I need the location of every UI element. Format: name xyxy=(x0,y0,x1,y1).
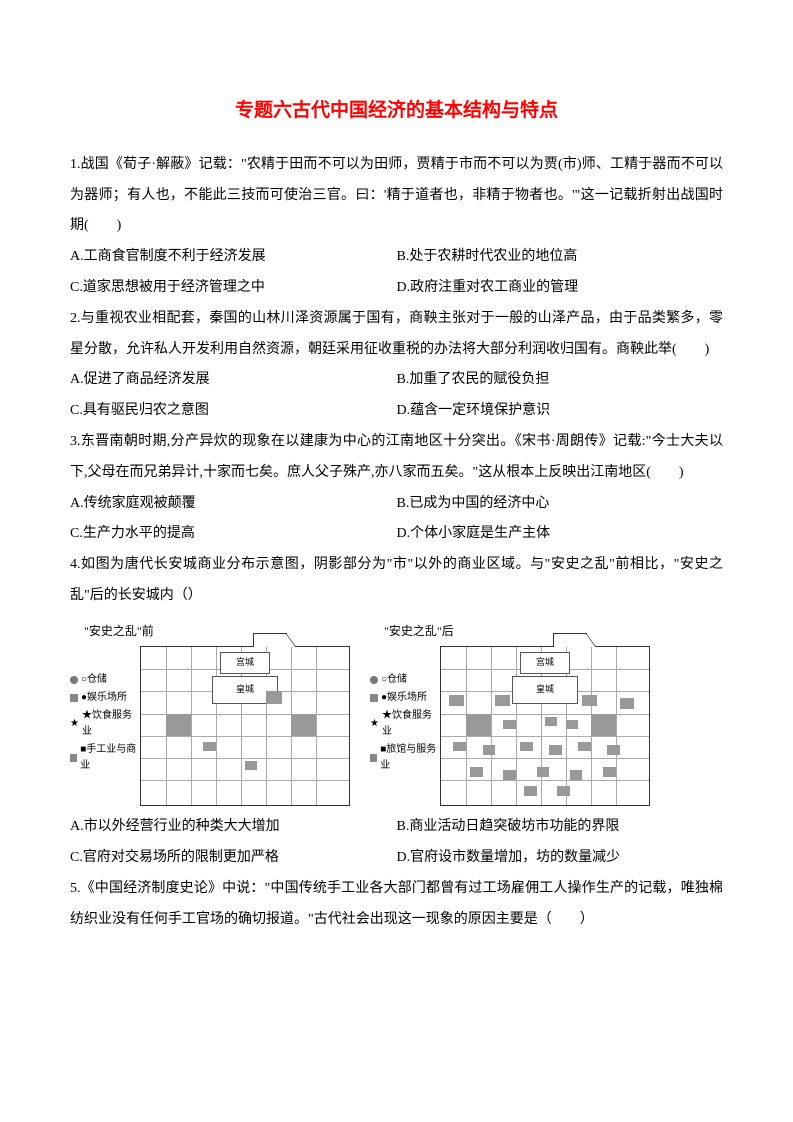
legend-item: ●娱乐场所 xyxy=(81,690,127,706)
square-icon xyxy=(370,694,378,702)
q4-opt-c: C.官府对交易场所的限制更加严格 xyxy=(70,843,397,874)
map-after-plan: 宫城 皇城 西市 东市 xyxy=(440,646,650,806)
q2-opt-b: B.加重了农民的赋役负担 xyxy=(397,365,724,396)
circle-icon xyxy=(370,676,378,684)
square-icon xyxy=(70,694,78,702)
palace-label: 宫城 xyxy=(220,652,270,674)
q3-opt-b: B.已成为中国的经济中心 xyxy=(397,489,724,520)
q4-opt-a: A.市以外经营行业的种类大大增加 xyxy=(70,812,397,843)
q4-options: A.市以外经营行业的种类大大增加 B.商业活动日趋突破坊市功能的界限 C.官府对… xyxy=(70,812,723,874)
map-before-legend: ○仓储 ●娱乐场所 ★★饮食服务业 ■手工业与商业 xyxy=(70,646,140,806)
q2-opt-a: A.促进了商品经济发展 xyxy=(70,365,397,396)
q1-opt-b: B.处于农耕时代农业的地位高 xyxy=(397,242,724,273)
legend-item: ★饮食服务业 xyxy=(82,708,140,740)
q5-stem: 5.《中国经济制度史论》中说："中国传统手工业各大部门都曾有过工场雇佣工人操作生… xyxy=(70,874,723,936)
q4-opt-d: D.官府设市数量增加，坊的数量减少 xyxy=(397,843,724,874)
q2-stem: 2.与重视农业相配套，秦国的山林川泽资源属于国有，商鞅主张对于一般的山泽产品，由… xyxy=(70,304,723,366)
square-icon xyxy=(370,754,377,762)
q1-stem: 1.战国《荀子·解蔽》记载："农精于田而不可以为田师，贾精于市而不可以为贾(市)… xyxy=(70,150,723,242)
q2-opt-d: D.蕴含一定环境保护意识 xyxy=(397,396,724,427)
palace-label: 皇城 xyxy=(512,676,579,704)
map-after: "安史之乱"后 ○仓储 ●娱乐场所 ★★饮食服务业 ■旅馆与服务业 xyxy=(370,618,650,806)
legend-item: ■手工业与商业 xyxy=(80,742,140,774)
legend-item: ○仓储 xyxy=(381,672,407,688)
palace-label: 宫城 xyxy=(520,652,570,674)
legend-item: ●娱乐场所 xyxy=(381,690,427,706)
q4-opt-b: B.商业活动日趋突破坊市功能的界限 xyxy=(397,812,724,843)
q3-opt-a: A.传统家庭观被颠覆 xyxy=(70,489,397,520)
q1-opt-a: A.工商食官制度不利于经济发展 xyxy=(70,242,397,273)
square-icon xyxy=(70,754,77,762)
map-after-caption: "安史之乱"后 xyxy=(370,618,650,644)
map-before: "安史之乱"前 ○仓储 ●娱乐场所 ★★饮食服务业 ■手工业与商业 xyxy=(70,618,350,806)
q4-maps: "安史之乱"前 ○仓储 ●娱乐场所 ★★饮食服务业 ■手工业与商业 xyxy=(70,618,723,806)
legend-item: ■旅馆与服务业 xyxy=(380,742,440,774)
q3-opt-d: D.个体小家庭是生产主体 xyxy=(397,519,724,550)
q1-options: A.工商食官制度不利于经济发展 B.处于农耕时代农业的地位高 C.道家思想被用于… xyxy=(70,242,723,304)
q3-stem: 3.东晋南朝时期,分产异炊的现象在以建康为中心的江南地区十分突出。《宋书·周朗传… xyxy=(70,427,723,489)
legend-item: ○仓储 xyxy=(81,672,107,688)
star-icon: ★ xyxy=(70,719,79,729)
q4-stem: 4.如图为唐代长安城商业分布示意图，阴影部分为"市"以外的商业区域。与"安史之乱… xyxy=(70,550,723,612)
page-title: 专题六古代中国经济的基本结构与特点 xyxy=(70,90,723,132)
circle-icon xyxy=(70,676,78,684)
q1-opt-c: C.道家思想被用于经济管理之中 xyxy=(70,273,397,304)
star-icon: ★ xyxy=(370,719,379,729)
map-after-legend: ○仓储 ●娱乐场所 ★★饮食服务业 ■旅馆与服务业 xyxy=(370,646,440,806)
legend-item: ★饮食服务业 xyxy=(382,708,440,740)
q3-opt-c: C.生产力水平的提高 xyxy=(70,519,397,550)
q3-options: A.传统家庭观被颠覆 B.已成为中国的经济中心 C.生产力水平的提高 D.个体小… xyxy=(70,489,723,551)
q1-opt-d: D.政府注重对农工商业的管理 xyxy=(397,273,724,304)
map-before-plan: 宫城 皇城 西市 东市 xyxy=(140,646,350,806)
q2-options: A.促进了商品经济发展 B.加重了农民的赋役负担 C.具有驱民归农之意图 D.蕴… xyxy=(70,365,723,427)
map-before-caption: "安史之乱"前 xyxy=(70,618,350,644)
q2-opt-c: C.具有驱民归农之意图 xyxy=(70,396,397,427)
